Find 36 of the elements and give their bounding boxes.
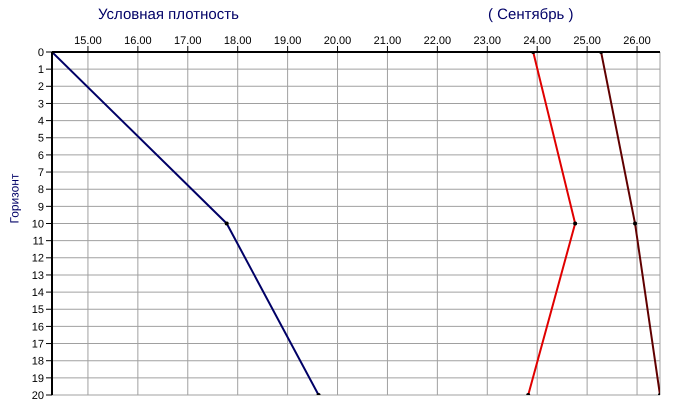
y-tick-label: 19 (32, 372, 44, 385)
x-tick-label: 24.00 (523, 35, 551, 47)
y-tick-label: 0 (38, 46, 44, 59)
y-tick-label: 11 (32, 236, 44, 248)
x-tick-label: 17.00 (174, 35, 202, 47)
y-tick-label: 1 (38, 64, 44, 76)
y-tick-label: 16 (32, 321, 44, 334)
y-axis-title: Горизонт (7, 173, 22, 224)
y-tick-label: 6 (38, 150, 44, 162)
y-tick-label: 7 (38, 166, 44, 179)
x-tick-label: 15.00 (74, 35, 102, 47)
x-tick-label: 21.00 (374, 35, 402, 47)
y-tick-label: 10 (32, 218, 44, 230)
y-tick-label: 12 (32, 252, 44, 265)
x-tick-label: 18.00 (224, 35, 252, 47)
y-tick-label: 18 (32, 356, 44, 368)
x-tick-label: 22.00 (424, 35, 452, 47)
y-tick-label: 15 (32, 304, 44, 316)
x-tick-label: 25.00 (573, 35, 601, 47)
y-tick-label: 14 (32, 287, 44, 300)
chart-subtitle: ( Сентябрь ) (488, 6, 574, 23)
x-tick-label: 19.00 (274, 35, 302, 47)
y-tick-label: 17 (32, 338, 44, 350)
y-tick-label: 8 (38, 184, 44, 196)
y-tick-label: 13 (32, 270, 44, 282)
y-tick-label: 2 (38, 81, 44, 94)
y-tick-label: 5 (38, 132, 44, 145)
x-tick-label: 20.00 (324, 35, 352, 47)
y-tick-label: 3 (38, 98, 44, 110)
chart-title: Условная плотность (98, 6, 239, 23)
y-tick-label: 9 (38, 201, 44, 214)
x-tick-label: 23.00 (474, 35, 502, 47)
y-tick-label: 4 (38, 116, 44, 128)
x-tick-label: 26.00 (623, 35, 651, 47)
x-tick-label: 16.00 (124, 35, 152, 47)
y-tick-label: 20 (32, 390, 44, 402)
